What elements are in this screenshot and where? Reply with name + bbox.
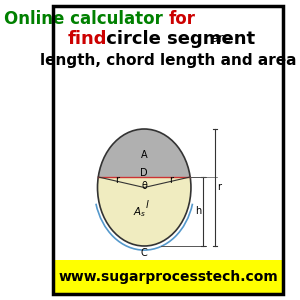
Text: length, chord length and area: length, chord length and area: [40, 52, 296, 68]
Text: for: for: [168, 11, 195, 28]
Text: r: r: [116, 175, 120, 185]
Text: circle segment: circle segment: [100, 30, 261, 48]
Text: D: D: [140, 168, 148, 178]
Text: Online calculator: Online calculator: [4, 11, 168, 28]
Text: $A_s$: $A_s$: [133, 205, 146, 219]
Polygon shape: [98, 129, 190, 177]
Text: www.sugarprocesstech.com: www.sugarprocesstech.com: [58, 270, 278, 284]
Text: r: r: [217, 182, 221, 193]
Text: arc: arc: [210, 32, 231, 46]
Text: find: find: [68, 30, 107, 48]
Text: C: C: [141, 248, 148, 258]
Text: h: h: [195, 206, 201, 217]
Bar: [53, 260, 283, 294]
Text: r: r: [169, 175, 173, 185]
Text: A: A: [141, 150, 148, 160]
Text: $l$: $l$: [146, 198, 150, 210]
Polygon shape: [98, 177, 191, 246]
Text: θ: θ: [141, 181, 147, 191]
